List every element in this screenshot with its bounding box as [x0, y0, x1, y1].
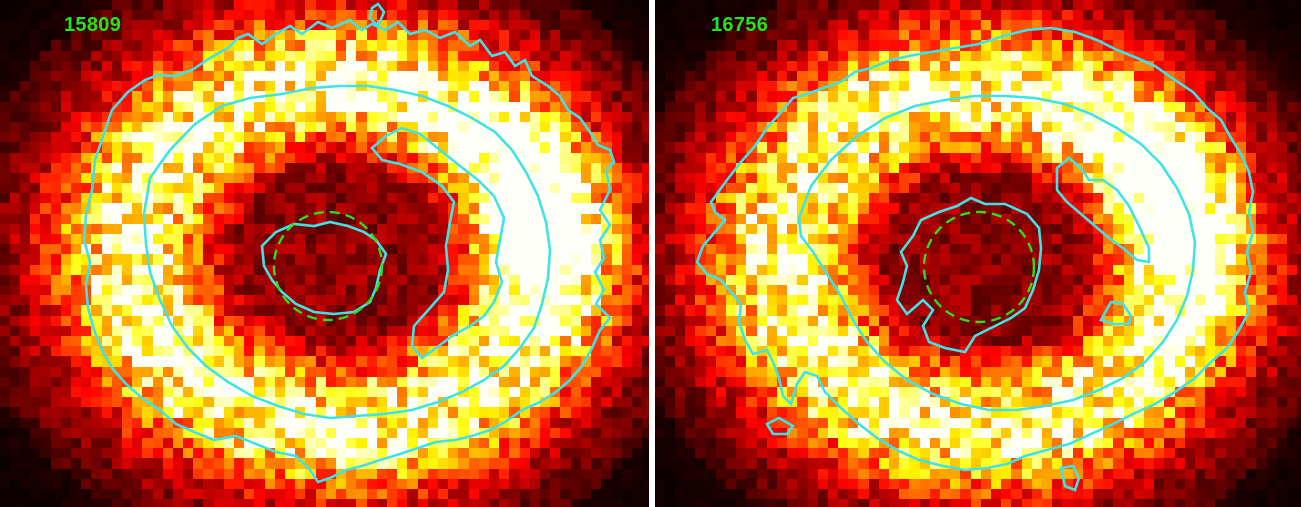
obsid-label-right: 16756 — [711, 14, 769, 36]
bright-rim-contour-left — [370, 126, 506, 360]
aperture-circle-left — [272, 210, 384, 322]
overlay-left — [82, 2, 616, 484]
inner-cavity-contour-left — [260, 220, 388, 316]
outer-contour-right — [695, 26, 1255, 472]
image-panel-right: 16756 — [655, 0, 1301, 507]
small-contour-left — [368, 2, 386, 29]
overlay-right — [695, 26, 1255, 492]
ring-contour-right — [797, 94, 1197, 412]
inner-cavity-contour-right — [895, 196, 1043, 354]
bright-rim-contour-right — [1055, 156, 1151, 264]
xray-count-image-left — [0, 0, 649, 507]
small-contour-right-b — [1059, 464, 1081, 492]
bright-knot-contour-right — [1099, 300, 1133, 326]
small-contour-right-a — [765, 416, 795, 436]
outer-contour-left — [82, 18, 616, 484]
panel-divider — [649, 0, 655, 507]
aperture-circle-right — [922, 210, 1036, 324]
ring-contour-left — [142, 84, 552, 420]
obsid-label-left: 15809 — [64, 14, 122, 36]
image-panel-left: 15809 — [0, 0, 649, 507]
